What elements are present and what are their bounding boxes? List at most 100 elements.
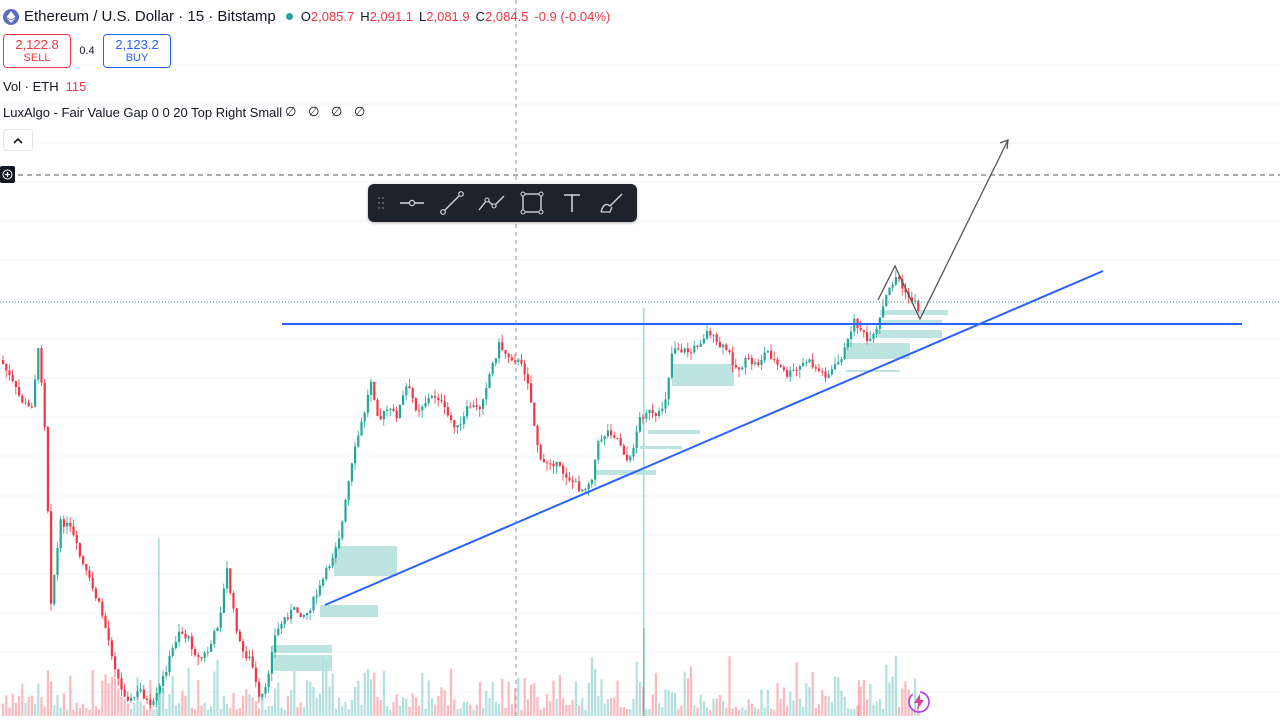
volume-bar (286, 696, 289, 716)
candle-body (421, 406, 424, 411)
candle-body (837, 362, 840, 365)
volume-bar (325, 661, 328, 716)
candle-body (562, 465, 565, 474)
candle-body (168, 655, 171, 672)
volume-bar (763, 707, 766, 716)
candle-body (501, 342, 504, 351)
volume-bar (30, 695, 33, 716)
volume-bar (194, 709, 197, 716)
volume-bar (398, 705, 401, 716)
volume-bar (562, 698, 565, 716)
volume-bar (338, 697, 341, 716)
horizontal-line-icon[interactable] (392, 184, 432, 222)
volume-bar (213, 671, 216, 716)
symbol-legend[interactable]: Ethereum / U.S. Dollar · 15 · Bitstamp O… (3, 8, 610, 25)
ethereum-icon (3, 8, 19, 25)
candle-body (5, 363, 8, 371)
volume-bar (382, 671, 385, 716)
volume-bar (795, 662, 798, 716)
fvg-box (878, 330, 942, 338)
lightning-icon[interactable] (906, 689, 932, 715)
collapse-legend-button[interactable] (3, 129, 33, 151)
drag-handle-icon[interactable] (370, 196, 392, 210)
volume-bar (466, 702, 469, 716)
candle-body (46, 427, 49, 512)
candle-body (210, 643, 213, 652)
candle-body (101, 601, 104, 616)
volume-bar (235, 709, 238, 716)
volume-bar (862, 679, 865, 716)
candle-body (514, 360, 517, 362)
candle-body (741, 367, 744, 370)
rectangle-icon[interactable] (512, 184, 552, 222)
candle-body (66, 523, 69, 527)
volume-bar (674, 692, 677, 716)
volume-bar (520, 709, 523, 716)
buy-button[interactable]: 2,123.2 BUY (103, 34, 171, 68)
candle-body (149, 700, 152, 705)
volume-bar (226, 704, 229, 716)
volume-bar (453, 699, 456, 716)
volume-bar (184, 695, 187, 716)
volume-bar (408, 706, 411, 716)
volume-bar (738, 709, 741, 716)
spread-value: 0.4 (79, 45, 95, 57)
candle-body (27, 402, 30, 407)
volume-bar (613, 697, 616, 716)
volume-bar (565, 704, 568, 716)
candle-body (194, 648, 197, 656)
candle-body (523, 363, 526, 375)
volume-bar (91, 669, 94, 716)
volume-bar (450, 668, 453, 716)
candle-body (754, 362, 757, 365)
volume-bar (818, 704, 821, 716)
fvg-box (878, 320, 942, 323)
volume-bar (366, 669, 369, 716)
path-icon[interactable] (472, 184, 512, 222)
trend-line-icon[interactable] (432, 184, 472, 222)
candle-body (280, 623, 283, 629)
candle-body (555, 461, 558, 467)
candle-body (539, 445, 542, 460)
volume-bar (731, 708, 734, 716)
candle-body (277, 628, 280, 636)
candle-body (885, 295, 888, 307)
text-icon[interactable] (552, 184, 592, 222)
candle-body (162, 675, 165, 686)
candle-body (261, 693, 264, 697)
volume-bar (712, 698, 715, 716)
volume-legend[interactable]: Vol · ETH 115 (3, 79, 86, 94)
volume-bars (2, 308, 920, 716)
add-alert-plus-icon[interactable] (0, 166, 15, 183)
candle-body (667, 377, 670, 400)
volume-bar (677, 709, 680, 716)
symbol-title[interactable]: Ethereum / U.S. Dollar · 15 · Bitstamp (24, 8, 276, 25)
candle-body (376, 399, 379, 416)
candlestick-series (2, 270, 920, 709)
volume-bar (530, 684, 533, 716)
volume-bar (680, 705, 683, 716)
volume-bar (776, 683, 779, 716)
candle-body (869, 338, 872, 342)
brush-icon[interactable] (592, 184, 632, 222)
projection-path[interactable] (877, 139, 1009, 321)
volume-bar (462, 701, 465, 716)
candle-body (392, 408, 395, 411)
fvg-box (648, 430, 700, 434)
candle-body (850, 331, 853, 339)
candle-body (520, 359, 523, 364)
luxalgo-legend[interactable]: LuxAlgo - Fair Value Gap 0 0 20 Top Righ… (3, 104, 369, 120)
candle-body (24, 402, 27, 404)
drawing-toolbar[interactable] (368, 184, 637, 222)
sell-button[interactable]: 2,122.8 SELL (3, 34, 71, 68)
volume-bar (718, 695, 721, 716)
chart-grid (0, 64, 1280, 693)
volume-bar (389, 709, 392, 716)
candle-body (197, 655, 200, 658)
candle-body (408, 386, 411, 389)
ascending-trend-line[interactable] (324, 270, 1104, 606)
candle-body (597, 441, 600, 460)
volume-bar (910, 709, 913, 716)
volume-bar (363, 672, 366, 716)
